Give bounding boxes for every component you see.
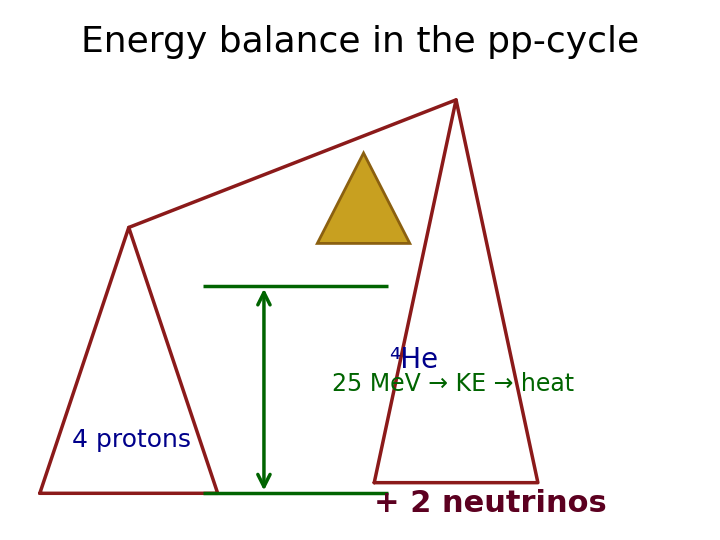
Text: + 2 neutrinos: + 2 neutrinos — [374, 489, 607, 518]
Text: 4 protons: 4 protons — [72, 428, 191, 452]
Polygon shape — [318, 153, 410, 244]
Text: ⁴He: ⁴He — [389, 346, 438, 374]
Text: Energy balance in the pp-cycle: Energy balance in the pp-cycle — [81, 25, 639, 59]
Text: 25 MeV → KE → heat: 25 MeV → KE → heat — [331, 372, 574, 396]
